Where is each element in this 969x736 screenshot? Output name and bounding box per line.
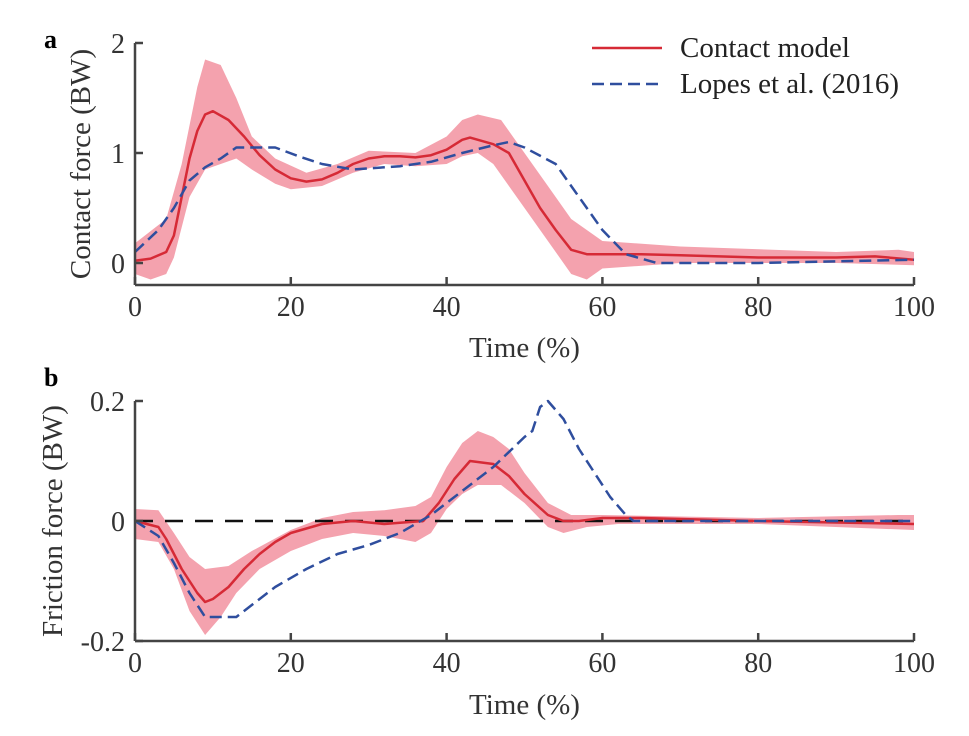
x-tick-label: 80 [744,292,772,323]
panel-label: b [44,363,58,392]
legend-label-contact-model: Contact model [680,32,850,64]
legend: Contact model Lopes et al. (2016) [592,32,899,100]
x-axis-label: Time (%) [469,332,580,364]
y-tick-label: 0.2 [90,387,125,418]
x-axis-label: Time (%) [469,689,580,721]
x-tick-label: 20 [277,292,305,323]
y-tick-label: 1 [111,139,125,170]
y-axis-label: Friction force (BW) [37,405,69,637]
y-tick-label: 0 [111,249,125,280]
y-axis-label: Contact force (BW) [65,49,97,279]
x-tick-label: 40 [433,292,461,323]
series-contact-model [134,459,915,604]
panel-label: a [44,25,57,54]
y-tick-label: -0.2 [81,627,125,658]
sd-band [135,59,914,280]
x-tick-label: 40 [433,648,461,679]
x-tick-label: 80 [744,648,772,679]
series-lopes [134,399,914,619]
y-tick-label: 0 [111,507,125,538]
x-tick-label: 60 [588,292,616,323]
x-tick-label: 100 [893,648,935,679]
x-tick-label: 0 [128,648,142,679]
x-tick-label: 100 [893,292,935,323]
y-tick-label: 2 [111,29,125,60]
series-contact-model [134,109,915,263]
legend-label-lopes: Lopes et al. (2016) [680,68,899,100]
x-tick-label: 60 [588,648,616,679]
series-lopes [134,140,915,265]
panel-a: 0 20 40 60 80 100 0 1 2 Time (%) Contact force (BW… [44,25,935,364]
x-tick-label: 0 [128,292,142,323]
x-tick-label: 20 [277,648,305,679]
